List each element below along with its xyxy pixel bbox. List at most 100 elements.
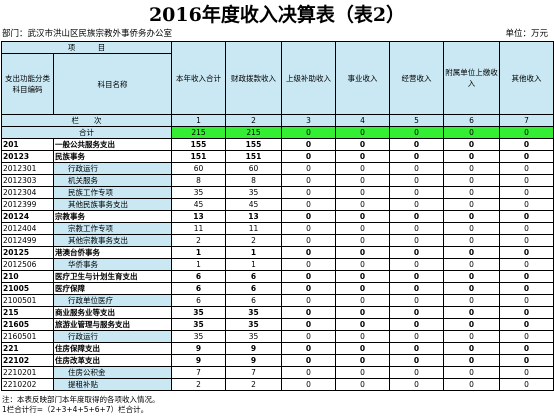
table-row: 21005 医疗保障 6 6 0 0 0 0 0 [1, 282, 554, 295]
row-value-cell: 0 [443, 258, 500, 271]
row-value-cell: 0 [499, 282, 554, 295]
row-value-cell: 11 [225, 222, 282, 235]
row-value-cell: 35 [225, 318, 282, 331]
row-value-cell: 0 [499, 342, 554, 355]
row-value-cell: 1 [225, 246, 282, 259]
row-value-cell: 0 [389, 258, 444, 271]
project-header: 项 目 [1, 41, 172, 54]
row-value-cell: 0 [443, 198, 500, 211]
row-code: 2160501 [1, 330, 54, 343]
row-value-cell: 13 [171, 210, 226, 223]
total-cell: 0 [281, 126, 336, 139]
row-code: 2012506 [1, 258, 54, 271]
table-row: 210 医疗卫生与计划生育支出 6 6 0 0 0 0 0 [1, 270, 554, 283]
row-name: 商业服务业等支出 [53, 306, 172, 319]
row-value-cell: 0 [389, 366, 444, 379]
row-name: 华侨事务 [53, 258, 172, 271]
row-name: 宗教事务 [53, 210, 172, 223]
row-value-cell: 60 [225, 162, 282, 175]
row-value-cell: 9 [225, 354, 282, 367]
index-cell: 2 [225, 114, 282, 127]
index-cell: 6 [443, 114, 500, 127]
row-value-cell: 0 [499, 258, 554, 271]
revenue-table: 项 目 本年收入合计 财政拨款收入 上级补助收入 事业收入 经营收入 附属单位上… [1, 41, 554, 391]
row-value-cell: 0 [499, 294, 554, 307]
row-value-cell: 0 [443, 174, 500, 187]
row-value-cell: 151 [171, 150, 226, 163]
row-name: 提租补贴 [53, 378, 172, 391]
row-code: 20124 [1, 210, 54, 223]
row-value-cell: 0 [499, 210, 554, 223]
row-code: 21005 [1, 282, 54, 295]
row-name: 行政运行 [53, 162, 172, 175]
row-name: 其他民族事务支出 [53, 198, 172, 211]
row-value-cell: 0 [281, 354, 336, 367]
row-value-cell: 0 [281, 330, 336, 343]
row-code: 2012499 [1, 234, 54, 247]
row-value-cell: 0 [389, 282, 444, 295]
footnote-1: 注：本表反映部门本年度取得的各项收入情况。 [2, 395, 160, 404]
row-value-cell: 0 [389, 330, 444, 343]
row-value-cell: 0 [499, 306, 554, 319]
row-value-cell: 0 [281, 246, 336, 259]
row-value-cell: 0 [335, 342, 390, 355]
row-value-cell: 0 [389, 174, 444, 187]
total-cell: 215 [225, 126, 282, 139]
row-value-cell: 0 [443, 162, 500, 175]
index-cell: 7 [499, 114, 554, 127]
row-name: 港澳台侨事务 [53, 246, 172, 259]
row-value-cell: 0 [443, 186, 500, 199]
row-value-cell: 0 [335, 282, 390, 295]
row-value-cell: 35 [171, 318, 226, 331]
row-name: 医疗卫生与计划生育支出 [53, 270, 172, 283]
row-value-cell: 0 [389, 378, 444, 391]
row-value-cell: 0 [443, 318, 500, 331]
row-value-cell: 0 [499, 234, 554, 247]
row-value-cell: 0 [443, 354, 500, 367]
col-header-business: 事业收入 [335, 41, 390, 115]
row-value-cell: 0 [389, 138, 444, 151]
total-cell: 0 [389, 126, 444, 139]
row-value-cell: 0 [389, 270, 444, 283]
row-value-cell: 0 [335, 246, 390, 259]
row-value-cell: 0 [335, 318, 390, 331]
row-value-cell: 0 [335, 366, 390, 379]
row-value-cell: 0 [335, 378, 390, 391]
row-value-cell: 6 [225, 294, 282, 307]
index-cell: 5 [389, 114, 444, 127]
name-column-header: 科目名称 [53, 53, 172, 115]
row-value-cell: 0 [335, 294, 390, 307]
row-value-cell: 35 [171, 330, 226, 343]
col-header-fiscal: 财政拨款收入 [225, 41, 282, 115]
code-column-header: 支出功能分类科目编码 [1, 53, 54, 115]
row-value-cell: 0 [389, 354, 444, 367]
row-value-cell: 0 [443, 282, 500, 295]
footnote-2: 1栏合计行=（2+3+4+5+6+7）栏合计。 [2, 405, 149, 414]
table-row: 21605 旅游业管理与服务支出 35 35 0 0 0 0 0 [1, 318, 554, 331]
row-value-cell: 35 [225, 186, 282, 199]
row-name: 一般公共服务支出 [53, 138, 172, 151]
row-name: 住房保障支出 [53, 342, 172, 355]
row-value-cell: 0 [335, 150, 390, 163]
row-value-cell: 0 [389, 222, 444, 235]
row-value-cell: 1 [225, 258, 282, 271]
row-value-cell: 35 [171, 306, 226, 319]
row-value-cell: 0 [499, 138, 554, 151]
row-name: 其他宗教事务支出 [53, 234, 172, 247]
row-value-cell: 6 [225, 282, 282, 295]
row-value-cell: 0 [389, 234, 444, 247]
row-code: 201 [1, 138, 54, 151]
row-name: 医疗保障 [53, 282, 172, 295]
table-row: 2012304 民族工作专项 35 35 0 0 0 0 0 [1, 186, 554, 199]
row-value-cell: 13 [225, 210, 282, 223]
index-cell: 4 [335, 114, 390, 127]
row-value-cell: 35 [171, 186, 226, 199]
row-value-cell: 8 [225, 174, 282, 187]
row-value-cell: 0 [335, 270, 390, 283]
row-value-cell: 0 [389, 342, 444, 355]
row-value-cell: 0 [443, 138, 500, 151]
table-row: 2210201 住房公积金 7 7 0 0 0 0 0 [1, 366, 554, 379]
row-code: 2100501 [1, 294, 54, 307]
row-value-cell: 0 [443, 270, 500, 283]
row-value-cell: 9 [225, 342, 282, 355]
